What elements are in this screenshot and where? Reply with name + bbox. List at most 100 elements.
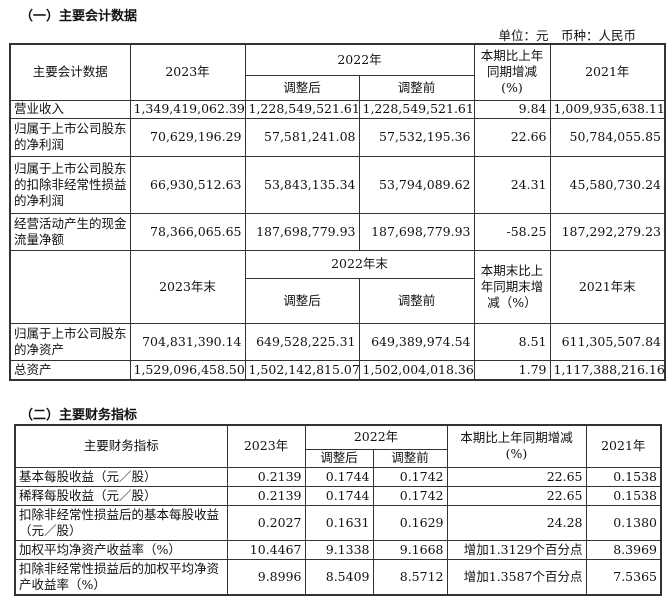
cell: 9.84	[473, 99, 551, 119]
cell: 8.5409	[304, 558, 374, 596]
header-2022: 2022年	[244, 43, 475, 76]
cell: 22.66	[473, 117, 551, 157]
header-2023: 2023年	[226, 424, 306, 468]
section2-title: （二）主要财务指标	[20, 408, 138, 423]
cell: 70,629,196.29	[129, 117, 246, 157]
header-2022: 2022年	[304, 424, 448, 450]
cell: 9.1668	[372, 539, 448, 560]
row-label: 总资产	[9, 359, 131, 381]
cell: 0.1742	[372, 466, 448, 487]
cell: 0.1742	[372, 485, 448, 506]
unit-label: 单位：元 币种：人民币	[498, 28, 636, 43]
header2-2021: 2021年末	[549, 249, 666, 324]
cell: 187,698,779.93	[358, 212, 475, 251]
row-label: 扣除非经常性损益后的基本每股收益（元／股）	[14, 504, 228, 541]
accounting-data-table: 主要会计数据 2023年 2022年 本期比上年同期增减(%) 2021年 调整后 调整前…	[9, 43, 666, 381]
cell: 1,502,142,815.07	[244, 359, 360, 381]
row-label: 营业收入	[9, 99, 131, 119]
table-row: 营业收入 1,349,419,062.39 1,228,549,521.61 1,22…	[9, 99, 666, 119]
row-label: 归属于上市公司股东的净资产	[9, 322, 131, 361]
cell: 1,228,549,521.61	[244, 99, 360, 119]
table-row: 加权平均净资产收益率（%） 10.4467 9.1338 9.1668 增加1.3129…	[14, 539, 662, 560]
cell: 0.1629	[372, 504, 448, 541]
cell: 0.2027	[226, 504, 306, 541]
row-label: 基本每股收益（元／股）	[14, 466, 228, 487]
cell: 0.2139	[226, 485, 306, 506]
cell: 9.8996	[226, 558, 306, 596]
cell: 0.1631	[304, 504, 374, 541]
header-change: 本期比上年同期增减(%)	[473, 43, 551, 101]
cell: 649,389,974.54	[358, 322, 475, 361]
table-row: 扣除非经常性损益后的加权平均净资产收益率（%） 9.8996 8.5409 8.571…	[14, 558, 662, 596]
row-label: 归属于上市公司股东的净利润	[9, 117, 131, 157]
header-2021: 2021年	[549, 43, 666, 101]
cell: -58.25	[473, 212, 551, 251]
cell: 45,580,730.24	[549, 155, 666, 214]
cell: 66,930,512.63	[129, 155, 246, 214]
cell: 0.1744	[304, 485, 374, 506]
cell: 1,009,935,638.11	[549, 99, 666, 119]
table-row: 基本每股收益（元／股） 0.2139 0.1744 0.1742 22.65 0.1538	[14, 466, 662, 487]
header-change: 本期比上年同期增减(%)	[446, 424, 587, 468]
cell: 1,117,388,216.16	[549, 359, 666, 381]
header-adjusted: 调整后	[304, 448, 374, 468]
cell: 1,349,419,062.39	[129, 99, 246, 119]
header-2021: 2021年	[585, 424, 662, 468]
section1-title: （一）主要会计数据	[20, 9, 138, 24]
cell: 611,305,507.84	[549, 322, 666, 361]
header-empty	[9, 249, 131, 324]
header-2023: 2023年	[129, 43, 246, 101]
cell: 8.51	[473, 322, 551, 361]
cell: 10.4467	[226, 539, 306, 560]
header2-2023: 2023年末	[129, 249, 246, 324]
cell: 187,698,779.93	[244, 212, 360, 251]
header2-before: 调整前	[358, 277, 475, 324]
header-item: 主要财务指标	[14, 424, 228, 468]
cell: 0.2139	[226, 466, 306, 487]
cell: 1,502,004,018.36	[358, 359, 475, 381]
cell: 57,581,241.08	[244, 117, 360, 157]
cell: 22.65	[446, 466, 587, 487]
cell: 增加1.3587个百分点	[446, 558, 587, 596]
cell: 0.1744	[304, 466, 374, 487]
row-label: 经营活动产生的现金流量净额	[9, 212, 131, 251]
table-row: 归属于上市公司股东的扣除非经常性损益的净利润 66,930,512.63 53,84…	[9, 155, 666, 214]
cell: 7.5365	[585, 558, 662, 596]
cell: 187,292,279.23	[549, 212, 666, 251]
cell: 1.79	[473, 359, 551, 381]
cell: 8.5712	[372, 558, 448, 596]
cell: 1,228,549,521.61	[358, 99, 475, 119]
cell: 增加1.3129个百分点	[446, 539, 587, 560]
header-before: 调整前	[358, 74, 475, 101]
header2-adjusted: 调整后	[244, 277, 360, 324]
cell: 50,784,055.85	[549, 117, 666, 157]
row-label: 扣除非经常性损益后的加权平均净资产收益率（%）	[14, 558, 228, 596]
header-adjusted: 调整后	[244, 74, 360, 101]
header-item: 主要会计数据	[9, 43, 131, 101]
cell: 704,831,390.14	[129, 322, 246, 361]
row-label: 加权平均净资产收益率（%）	[14, 539, 228, 560]
row-label: 稀释每股收益（元／股）	[14, 485, 228, 506]
cell: 0.1538	[585, 466, 662, 487]
cell: 57,532,195.36	[358, 117, 475, 157]
header2-change: 本期末比上年同期末增减（%）	[473, 249, 551, 324]
cell: 53,794,089.62	[358, 155, 475, 214]
cell: 649,528,225.31	[244, 322, 360, 361]
table-row: 归属于上市公司股东的净利润 70,629,196.29 57,581,241.08 5…	[9, 117, 666, 157]
cell: 24.28	[446, 504, 587, 541]
financial-indicators-table: 主要财务指标 2023年 2022年 本期比上年同期增减(%) 2021年 调整后 调整前…	[14, 424, 662, 596]
cell: 0.1380	[585, 504, 662, 541]
header2-2022: 2022年末	[244, 249, 475, 279]
row-label: 归属于上市公司股东的扣除非经常性损益的净利润	[9, 155, 131, 214]
header-before: 调整前	[372, 448, 448, 468]
table-row: 经营活动产生的现金流量净额 78,366,065.65 187,698,779.93…	[9, 212, 666, 251]
cell: 22.65	[446, 485, 587, 506]
cell: 9.1338	[304, 539, 374, 560]
cell: 0.1538	[585, 485, 662, 506]
cell: 8.3969	[585, 539, 662, 560]
cell: 53,843,135.34	[244, 155, 360, 214]
cell: 24.31	[473, 155, 551, 214]
table-row: 总资产 1,529,096,458.50 1,502,142,815.07 1,502…	[9, 359, 666, 381]
table-row: 稀释每股收益（元／股） 0.2139 0.1744 0.1742 22.65 0.1538	[14, 485, 662, 506]
cell: 78,366,065.65	[129, 212, 246, 251]
